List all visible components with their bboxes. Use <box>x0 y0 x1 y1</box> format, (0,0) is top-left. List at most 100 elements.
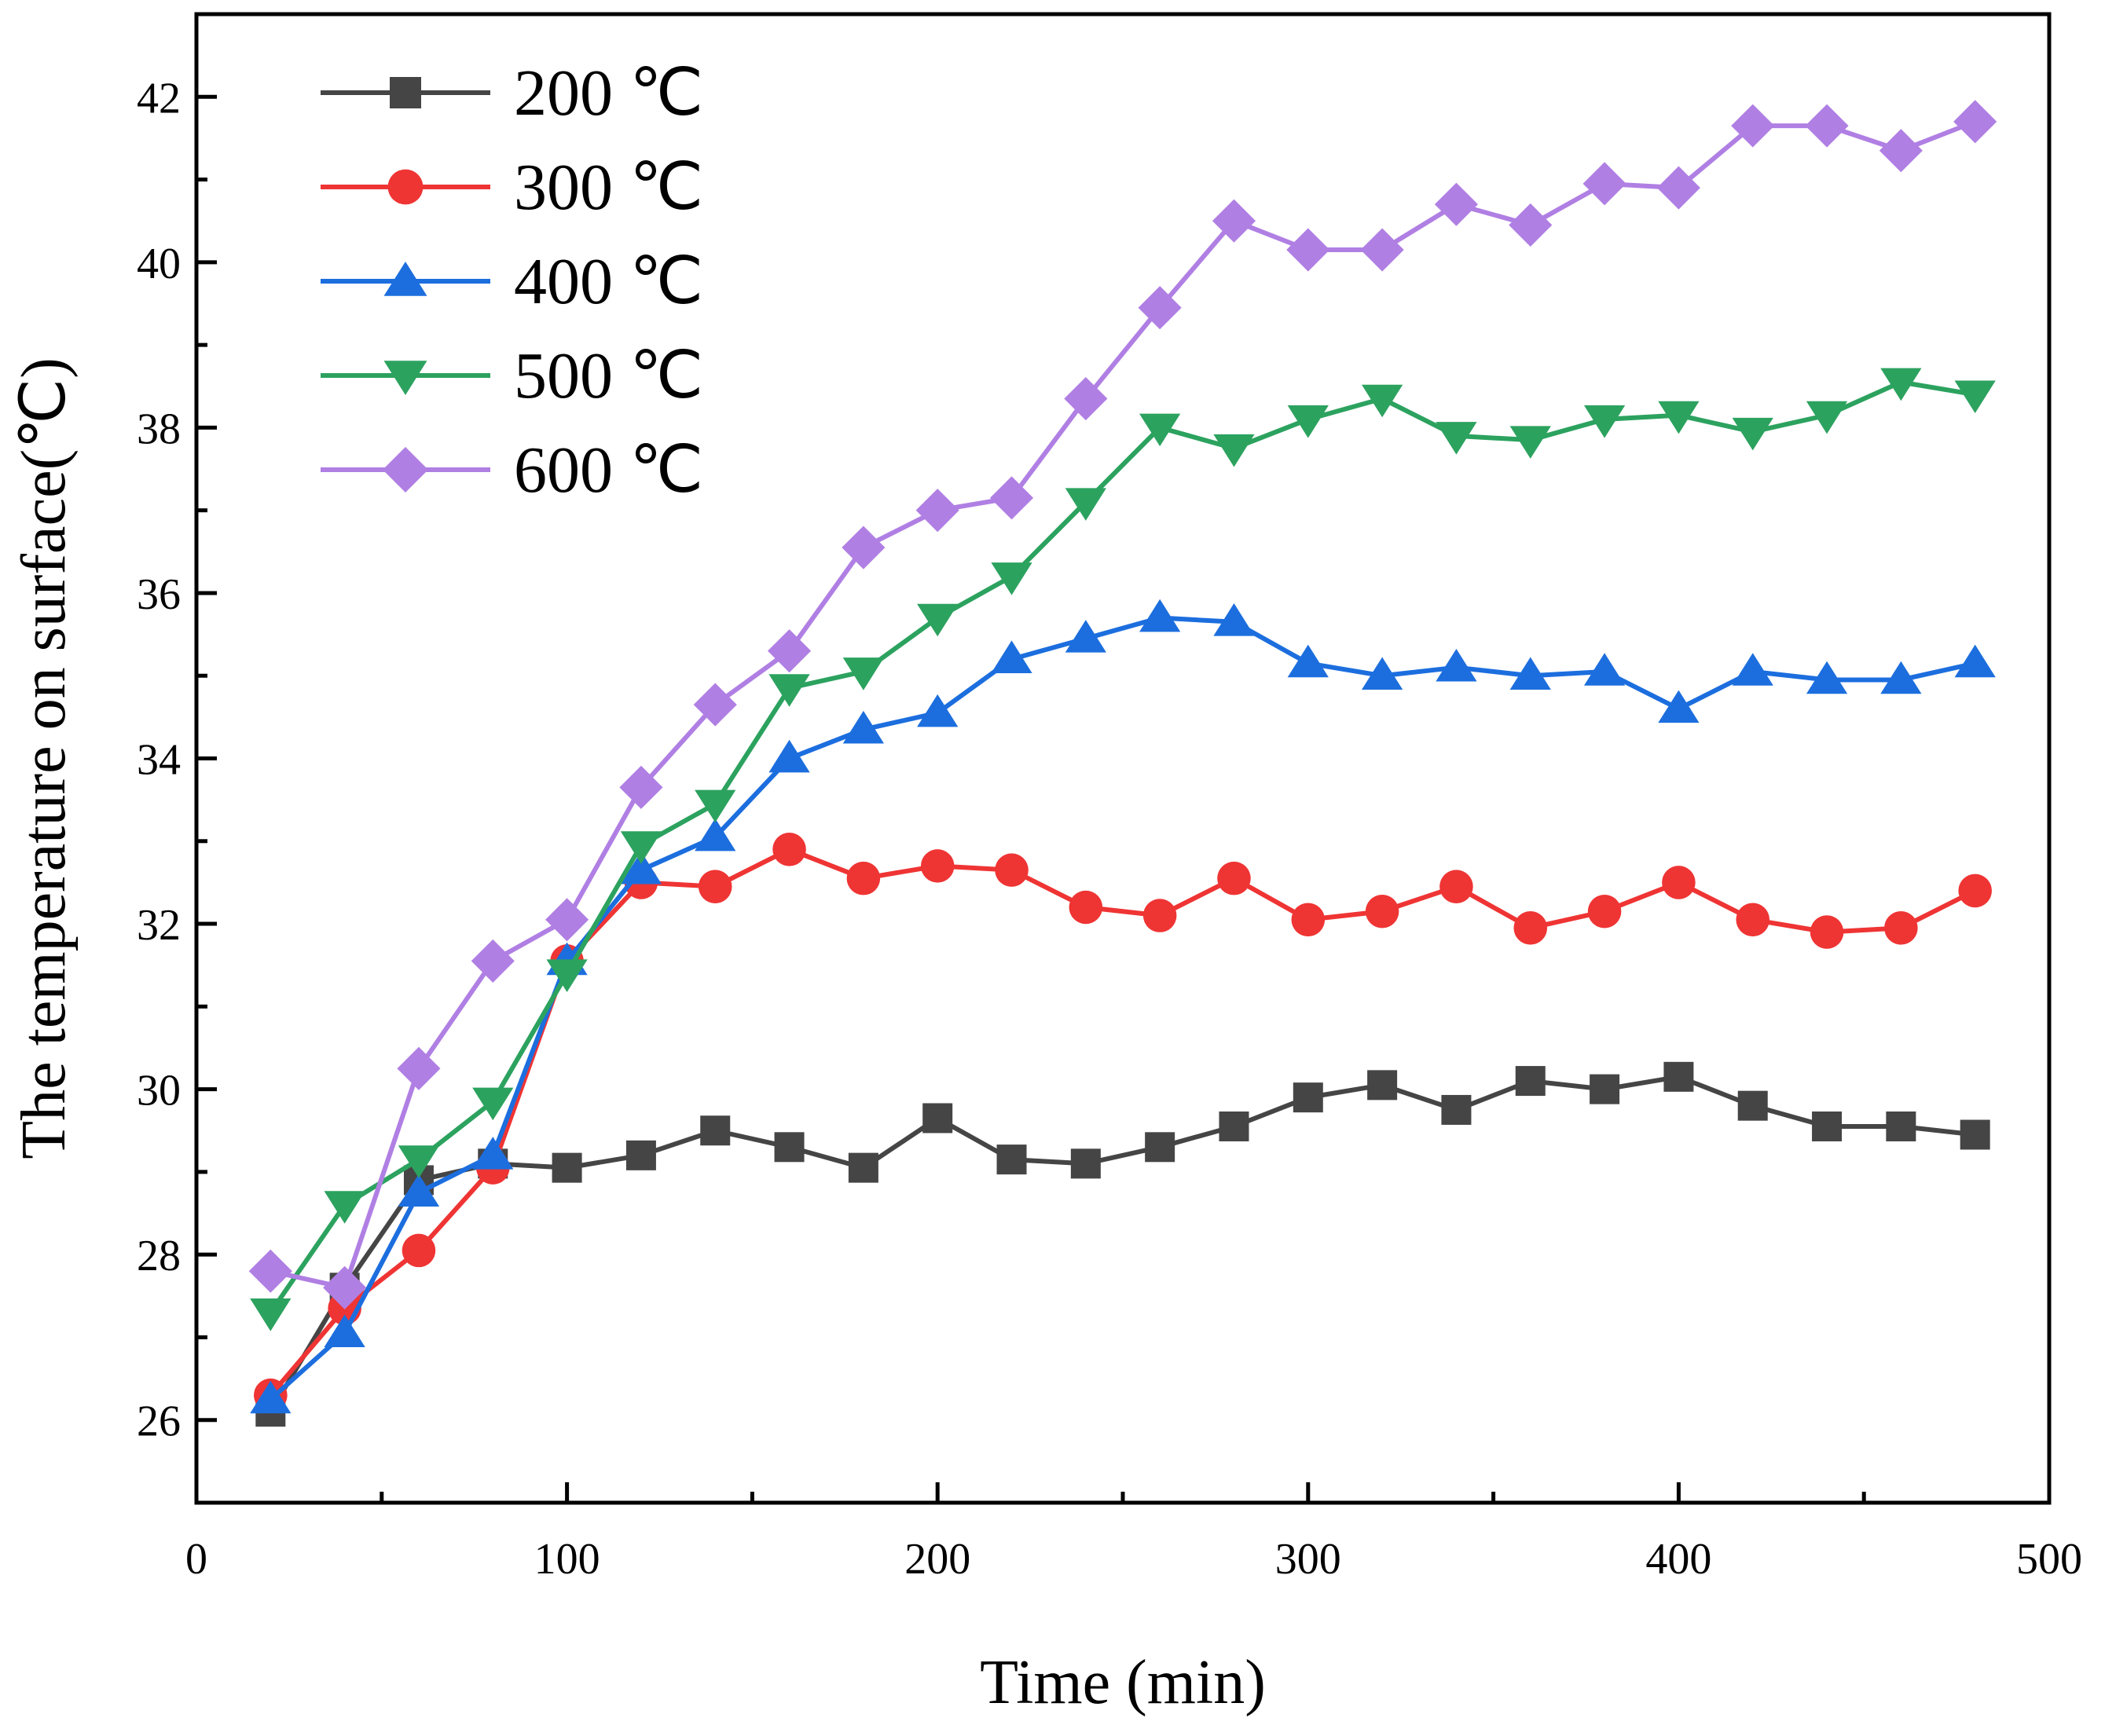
legend-label: 600 ℃ <box>514 434 703 507</box>
y-tick-label: 42 <box>137 74 181 123</box>
data-point <box>1513 911 1548 945</box>
data-point <box>472 1137 514 1170</box>
data-point <box>1213 434 1255 467</box>
data-point <box>546 959 588 992</box>
data-point <box>620 851 662 884</box>
data-point <box>991 562 1032 595</box>
data-point <box>915 489 959 533</box>
data-point <box>1732 417 1773 451</box>
data-point <box>991 640 1032 673</box>
y-tick-label: 30 <box>137 1067 181 1115</box>
data-point <box>1583 653 1626 686</box>
data-point <box>1138 286 1182 330</box>
data-point <box>1806 661 1848 694</box>
data-point <box>1434 182 1478 226</box>
data-point <box>995 853 1029 887</box>
data-point <box>1361 384 1403 418</box>
data-point <box>250 1298 292 1331</box>
series-4 <box>248 100 1997 1309</box>
legend: 200 ℃ 300 ℃ 400 ℃ 500 ℃ 600 ℃ <box>321 57 703 507</box>
data-point <box>1737 1090 1768 1121</box>
data-point <box>323 1265 367 1309</box>
data-point <box>1509 657 1551 690</box>
data-point <box>842 526 886 570</box>
data-point <box>1656 166 1700 210</box>
x-tick-label: 0 <box>185 1535 207 1584</box>
data-point <box>1509 426 1551 459</box>
data-point <box>1806 401 1848 434</box>
data-point <box>768 739 810 773</box>
y-tick-label: 26 <box>137 1397 181 1446</box>
y-axis-title: The temperature on surface(℃) <box>9 357 79 1159</box>
data-point <box>1441 1094 1472 1125</box>
data-point <box>1142 899 1177 932</box>
data-point <box>698 870 732 903</box>
x-tick-label: 100 <box>534 1535 600 1584</box>
data-point <box>620 831 662 864</box>
data-point <box>250 1380 292 1414</box>
data-point <box>1436 422 1477 455</box>
data-point <box>1361 657 1403 690</box>
data-point <box>774 1132 805 1163</box>
x-axis-title: Time (min) <box>980 1648 1266 1717</box>
data-point <box>1880 661 1922 694</box>
data-point <box>402 1233 436 1268</box>
legend-item: 600 ℃ <box>321 434 703 507</box>
data-point <box>1287 644 1329 678</box>
series-3 <box>250 368 1996 1331</box>
data-point <box>1509 203 1553 247</box>
data-point <box>1213 603 1255 636</box>
data-point <box>1139 413 1181 447</box>
data-point <box>1805 104 1849 148</box>
y-tick-label: 36 <box>137 570 181 619</box>
data-point <box>768 629 812 673</box>
legend-item: 400 ℃ <box>321 245 703 318</box>
data-point <box>1954 644 1996 678</box>
data-point <box>848 1152 878 1183</box>
data-point <box>695 789 736 823</box>
data-point <box>1886 1111 1916 1141</box>
data-point <box>1880 368 1922 401</box>
data-point <box>1810 915 1844 949</box>
axes-layer: 0 100 200 300 400 500 26 28 30 32 34 36 38 40 42 <box>137 12 2082 1584</box>
legend-item: 300 ℃ <box>321 151 703 224</box>
data-point <box>1953 100 1997 144</box>
legend-marker <box>383 361 427 395</box>
data-point <box>398 1174 440 1207</box>
data-point <box>1145 1132 1175 1163</box>
data-point <box>842 657 885 690</box>
data-point <box>625 1140 656 1170</box>
data-point <box>1879 129 1923 173</box>
data-point <box>772 833 806 866</box>
data-point <box>1884 911 1918 945</box>
data-point <box>1658 401 1700 434</box>
series-line <box>268 379 1976 1314</box>
data-point <box>1587 894 1622 928</box>
data-point <box>1064 376 1108 421</box>
data-point <box>1293 1082 1323 1113</box>
data-point <box>552 1152 582 1183</box>
data-point <box>1070 1148 1101 1179</box>
data-point <box>324 1191 365 1224</box>
data-point <box>1958 873 1992 908</box>
y-tick-label: 38 <box>137 405 181 453</box>
data-point <box>695 818 736 852</box>
data-point <box>1287 405 1329 438</box>
data-point <box>1367 1070 1398 1101</box>
data-point <box>922 1103 953 1134</box>
legend-marker <box>383 447 428 493</box>
y-tick-label: 40 <box>137 240 181 288</box>
x-tick-label: 400 <box>1645 1535 1711 1584</box>
data-point <box>1658 690 1700 723</box>
series-layer <box>248 100 1997 1427</box>
data-point <box>1212 199 1256 243</box>
data-point <box>920 849 955 883</box>
data-point <box>472 1087 514 1121</box>
data-point <box>996 1145 1027 1175</box>
data-point <box>1731 104 1775 148</box>
legend-marker <box>387 169 424 205</box>
data-point <box>1663 1061 1694 1092</box>
legend-label: 500 ℃ <box>514 339 703 412</box>
